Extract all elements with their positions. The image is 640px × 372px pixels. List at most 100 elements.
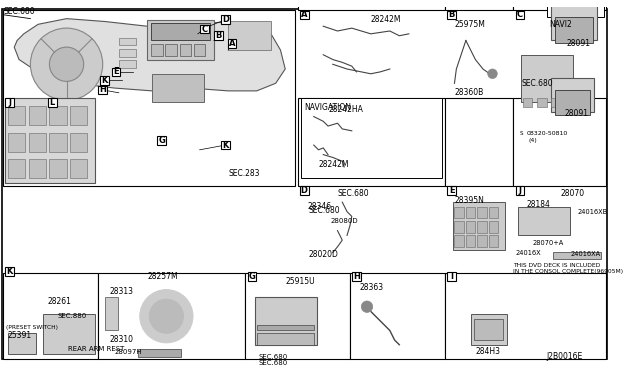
Text: K: K: [222, 141, 228, 150]
Bar: [8, 159, 25, 178]
Bar: [516, 10, 524, 19]
Text: 24016XA: 24016XA: [570, 251, 600, 257]
Bar: [8, 133, 25, 152]
Text: D: D: [222, 15, 229, 24]
Bar: [119, 49, 136, 57]
Text: A: A: [228, 39, 236, 48]
Bar: [3, 273, 98, 359]
Circle shape: [140, 289, 193, 343]
Bar: [214, 32, 223, 40]
Text: 28091: 28091: [564, 109, 588, 118]
Bar: [552, 4, 597, 41]
Bar: [29, 159, 45, 178]
Text: (PRESET SWITCH): (PRESET SWITCH): [6, 325, 58, 330]
Text: E: E: [113, 67, 119, 76]
Text: J: J: [8, 98, 11, 107]
Text: 28020D: 28020D: [309, 250, 339, 259]
Text: G: G: [158, 136, 165, 145]
Bar: [452, 202, 505, 250]
Text: SEC.283: SEC.283: [228, 169, 260, 178]
Bar: [298, 0, 445, 10]
Bar: [98, 273, 245, 359]
Bar: [157, 136, 166, 145]
Text: B: B: [449, 10, 455, 19]
Text: 25915U: 25915U: [285, 276, 315, 286]
Text: H: H: [99, 86, 106, 94]
Bar: [477, 235, 487, 247]
Text: 28261: 28261: [47, 298, 72, 307]
Bar: [138, 349, 180, 357]
Bar: [49, 159, 67, 178]
Text: 28360B: 28360B: [454, 88, 484, 97]
Bar: [554, 251, 601, 259]
Bar: [523, 97, 532, 107]
Bar: [112, 68, 120, 76]
Text: C: C: [202, 25, 207, 33]
Bar: [447, 186, 456, 195]
Text: SEC.680: SEC.680: [521, 79, 552, 88]
Text: 28080D: 28080D: [331, 218, 358, 224]
Bar: [49, 133, 67, 152]
Text: SEC.680: SEC.680: [309, 206, 340, 215]
Bar: [29, 106, 45, 125]
Bar: [445, 273, 605, 359]
Text: 28310: 28310: [109, 336, 133, 344]
Bar: [454, 221, 464, 232]
Bar: [447, 10, 456, 19]
Bar: [70, 159, 88, 178]
Text: REAR ARM REST: REAR ARM REST: [68, 346, 125, 353]
Bar: [477, 207, 487, 218]
Bar: [470, 314, 507, 345]
Text: 28257M: 28257M: [147, 272, 178, 281]
Text: IN THE CONSOL COMPLETE(96905M): IN THE CONSOL COMPLETE(96905M): [513, 269, 623, 274]
Bar: [228, 22, 271, 50]
Bar: [147, 20, 214, 60]
Text: A: A: [301, 10, 307, 19]
Circle shape: [49, 47, 84, 81]
Bar: [445, 99, 513, 186]
Text: J: J: [518, 186, 522, 195]
Bar: [43, 314, 95, 354]
Text: SEC.680: SEC.680: [259, 354, 288, 360]
Text: 28313: 28313: [109, 287, 133, 296]
Text: K: K: [101, 76, 108, 85]
Bar: [298, 99, 445, 186]
Text: 284H3: 284H3: [476, 347, 500, 356]
Text: SEC.680: SEC.680: [337, 189, 369, 198]
Bar: [3, 10, 295, 186]
Text: THIS DVD DECK IS INCLUDED: THIS DVD DECK IS INCLUDED: [513, 263, 601, 268]
Bar: [352, 272, 361, 280]
Bar: [221, 15, 230, 24]
Bar: [474, 319, 503, 340]
Bar: [489, 207, 498, 218]
Text: C: C: [517, 10, 523, 19]
Text: 28346: 28346: [307, 202, 332, 211]
Bar: [350, 273, 445, 359]
Bar: [119, 38, 136, 45]
Bar: [119, 61, 136, 68]
Bar: [151, 23, 210, 41]
Bar: [248, 272, 256, 280]
Bar: [518, 207, 570, 235]
Bar: [255, 297, 317, 345]
Bar: [8, 333, 36, 354]
Bar: [194, 44, 205, 56]
Bar: [4, 97, 95, 183]
Bar: [100, 76, 109, 85]
Bar: [99, 86, 107, 94]
Bar: [300, 10, 308, 19]
Text: NAVI2: NAVI2: [550, 20, 572, 29]
Bar: [489, 235, 498, 247]
Text: 28395N: 28395N: [454, 196, 484, 205]
Bar: [466, 235, 476, 247]
Bar: [454, 235, 464, 247]
Text: G: G: [248, 272, 255, 281]
Text: SEC.680: SEC.680: [259, 360, 288, 366]
Bar: [301, 97, 442, 178]
Text: 25391: 25391: [8, 331, 32, 340]
Text: SEC.880: SEC.880: [57, 313, 86, 319]
Text: 28242M: 28242M: [319, 160, 349, 169]
Text: 24016X: 24016X: [515, 250, 541, 256]
Bar: [300, 186, 308, 195]
Bar: [152, 74, 204, 102]
